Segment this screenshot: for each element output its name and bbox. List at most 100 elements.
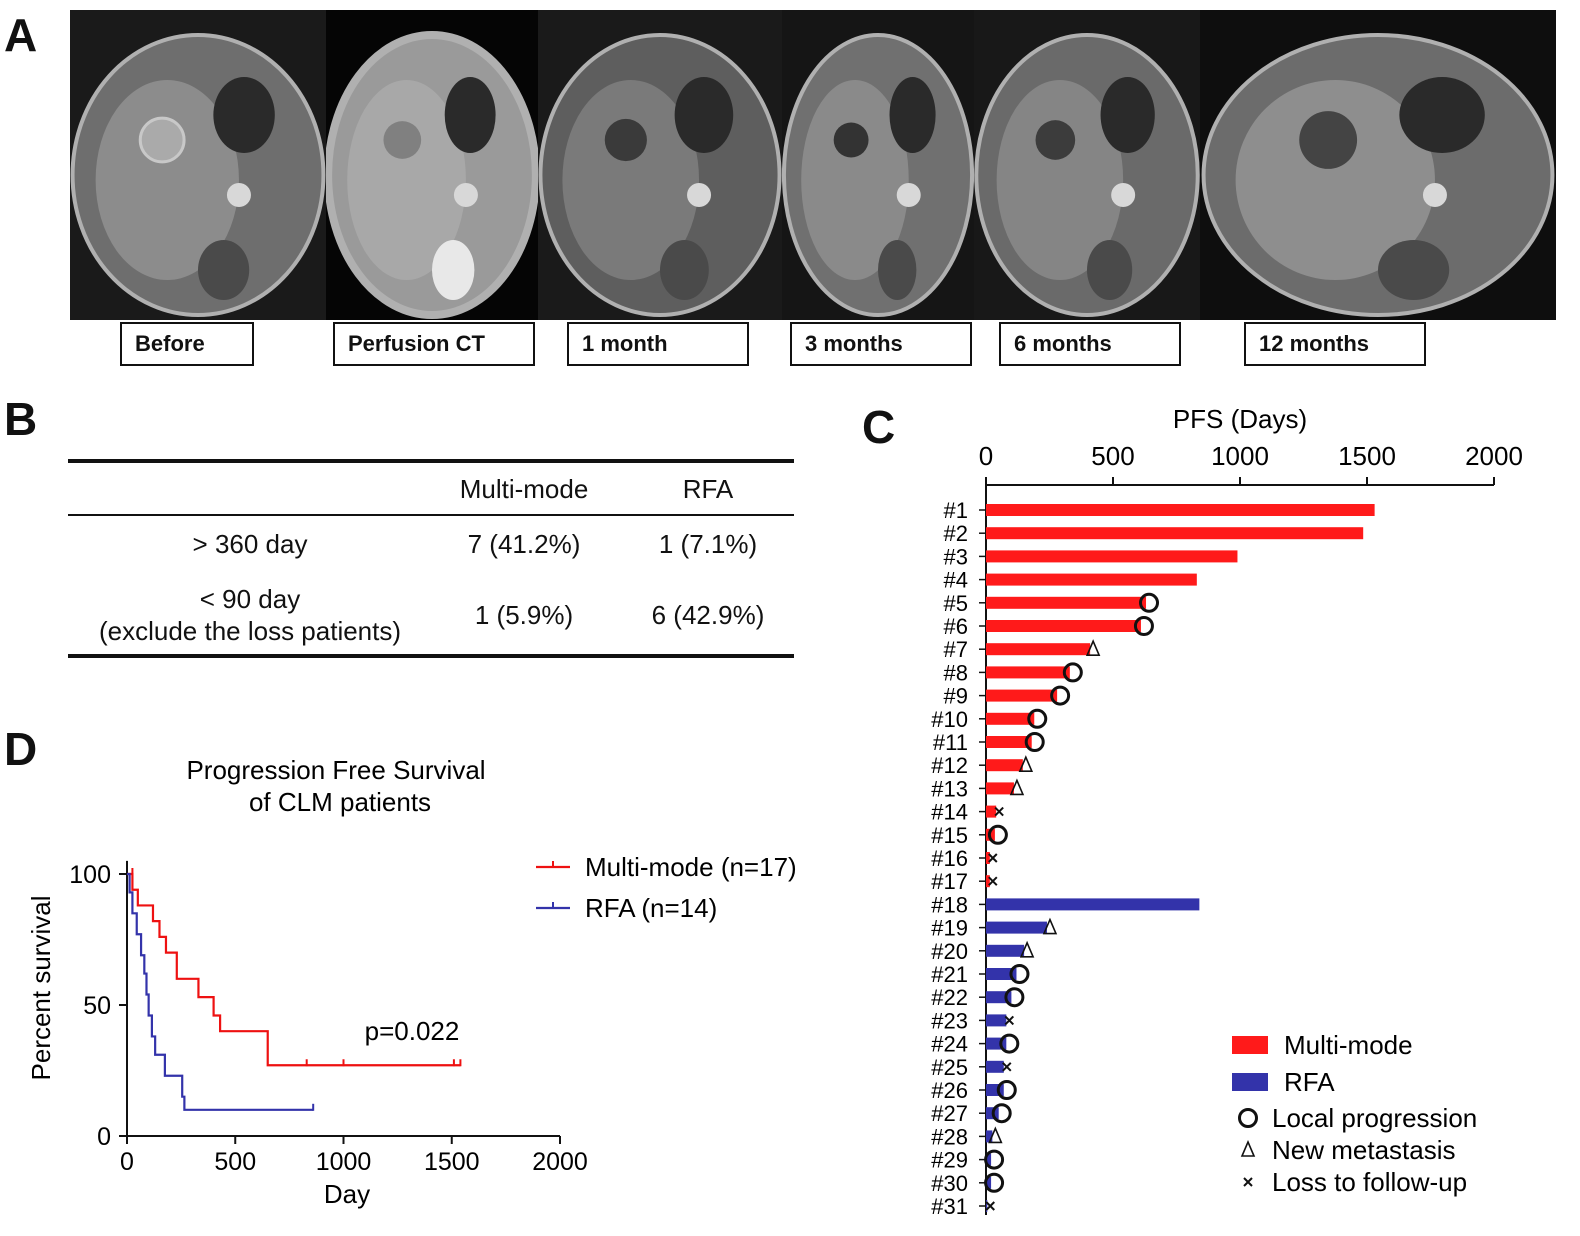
x-tick-label: 500 [214,1148,256,1176]
pfs-bar [986,1060,1004,1073]
pfs-bar [986,1130,993,1143]
event-marker-local [1009,964,1030,984]
pfs-bar [986,1200,988,1212]
panel-label-c: C [862,401,896,453]
pfs-bar [986,1176,992,1189]
legend-swatch [1232,1073,1268,1091]
category-label: #9 [944,684,968,709]
legend-label: Multi-mode [1284,1030,1413,1060]
table-row-2-multi: 1 (5.9%) [474,600,574,630]
label-12-months: 12 months [1244,322,1426,366]
event-marker-local [984,1172,1005,1193]
mri-slice-2 [326,10,538,320]
event-marker-local [1027,708,1048,729]
event-marker-local [1139,592,1160,613]
pfs-bar [986,643,1091,656]
x-axis-title: Day [324,1179,370,1209]
pfs-bar [986,968,1017,980]
category-label: #5 [944,591,968,616]
lesion-shape [138,116,186,164]
category-label: #17 [931,869,968,894]
pfs-bar [986,852,990,864]
category-label: #7 [944,637,968,662]
x-tick-label: 1000 [1211,441,1269,471]
category-label: #14 [931,800,968,825]
legend-marker-local [1238,1108,1258,1128]
spine-shape [198,240,250,300]
event-marker-local [1024,732,1045,752]
category-label: #30 [931,1171,968,1196]
legend-label: Multi-mode (n=17) [585,852,797,882]
label-perfusion-ct: Perfusion CT [333,322,535,366]
legend-swatch [1232,1036,1268,1054]
pfs-bar [986,527,1364,540]
survival-curve [127,872,461,1067]
x-tick-label: 0 [979,441,993,471]
pfs-bar [986,1107,999,1120]
stomach-shape [213,77,275,153]
event-marker-new [1009,778,1025,796]
liver-shape [996,80,1124,280]
category-label: #1 [944,498,968,523]
survival-curve [127,872,314,1111]
chart-subtitle: of CLM patients [249,787,431,817]
category-label: #4 [944,568,968,593]
chart-title: Progression Free Survival [186,755,485,785]
category-label: #31 [931,1194,968,1219]
pfs-bar [986,944,1025,957]
table-header-rule [68,514,794,516]
lesion-shape [383,121,422,159]
pfs-bar [986,1014,1007,1027]
aorta-shape [687,183,712,207]
label-before: Before [120,322,254,366]
table-row-2-label: < 90 day [199,584,301,614]
pfs-bar [986,1153,992,1166]
pfs-bar [986,712,1035,725]
liver-shape [347,80,466,280]
legend-label: RFA [1284,1067,1335,1097]
category-label: #23 [931,1008,968,1033]
panel-label-d: D [4,723,38,775]
mri-slice-4 [782,10,974,320]
panel-label-a: A [4,9,38,61]
table-row-1-label: > 360 day [192,529,308,559]
event-marker-loss [985,1201,995,1211]
event-marker-loss [994,806,1004,817]
pfs-bar [986,921,1047,934]
x-tick-label: 2000 [532,1148,588,1176]
table-row-1-rfa: 1 (7.1%) [658,529,758,559]
category-label: #25 [931,1055,968,1080]
event-marker-loss [988,853,998,863]
pfs-bar [986,782,1014,795]
stomach-shape [444,77,496,153]
pfs-bar [986,666,1070,679]
pfs-bar [986,550,1238,563]
lesion-shape [1299,111,1358,169]
spine-shape [432,240,475,300]
aorta-shape [896,183,921,207]
legend-label: Loss to follow-up [1272,1167,1467,1197]
event-marker-new [1085,639,1101,656]
x-tick-label: 0 [120,1148,134,1176]
event-marker-local [1062,662,1083,683]
pfs-bar [986,805,997,818]
category-label: #11 [933,730,968,755]
category-label: #12 [931,753,968,778]
category-label: #3 [944,544,968,569]
x-axis-title: PFS (Days) [1173,404,1307,434]
table-row-2-rfa: 6 (42.9%) [651,600,765,630]
category-label: #2 [944,521,968,546]
pfs-bar [986,898,1200,911]
legend-marker-loss [1243,1177,1253,1187]
liver-shape [801,80,909,280]
liver-shape [95,80,239,280]
category-label: #20 [931,939,968,964]
pfs-bar [986,1037,1007,1050]
category-label: #27 [931,1101,968,1126]
event-marker-new [988,1126,1003,1144]
label-3-months: 3 months [790,322,972,366]
stomach-shape [674,77,734,153]
stomach-shape [889,77,936,153]
liver-shape [562,80,700,280]
y-tick-label: 100 [69,861,111,889]
